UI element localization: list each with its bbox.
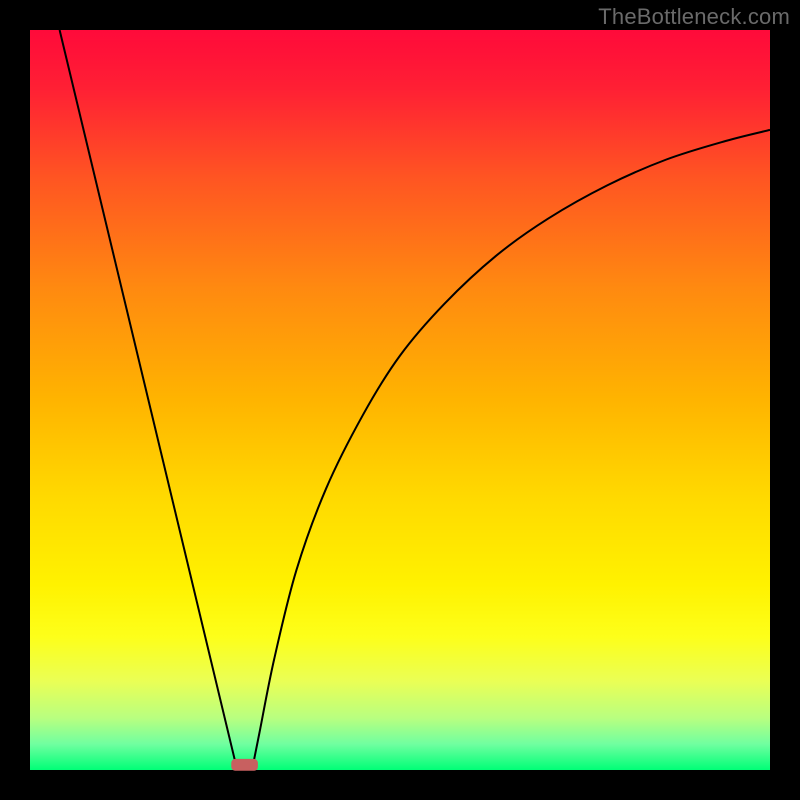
bottleneck-chart xyxy=(0,0,800,800)
chart-container: { "watermark": { "text": "TheBottleneck.… xyxy=(0,0,800,800)
plot-background xyxy=(30,30,770,770)
optimum-marker xyxy=(231,759,258,771)
watermark-text: TheBottleneck.com xyxy=(598,4,790,30)
